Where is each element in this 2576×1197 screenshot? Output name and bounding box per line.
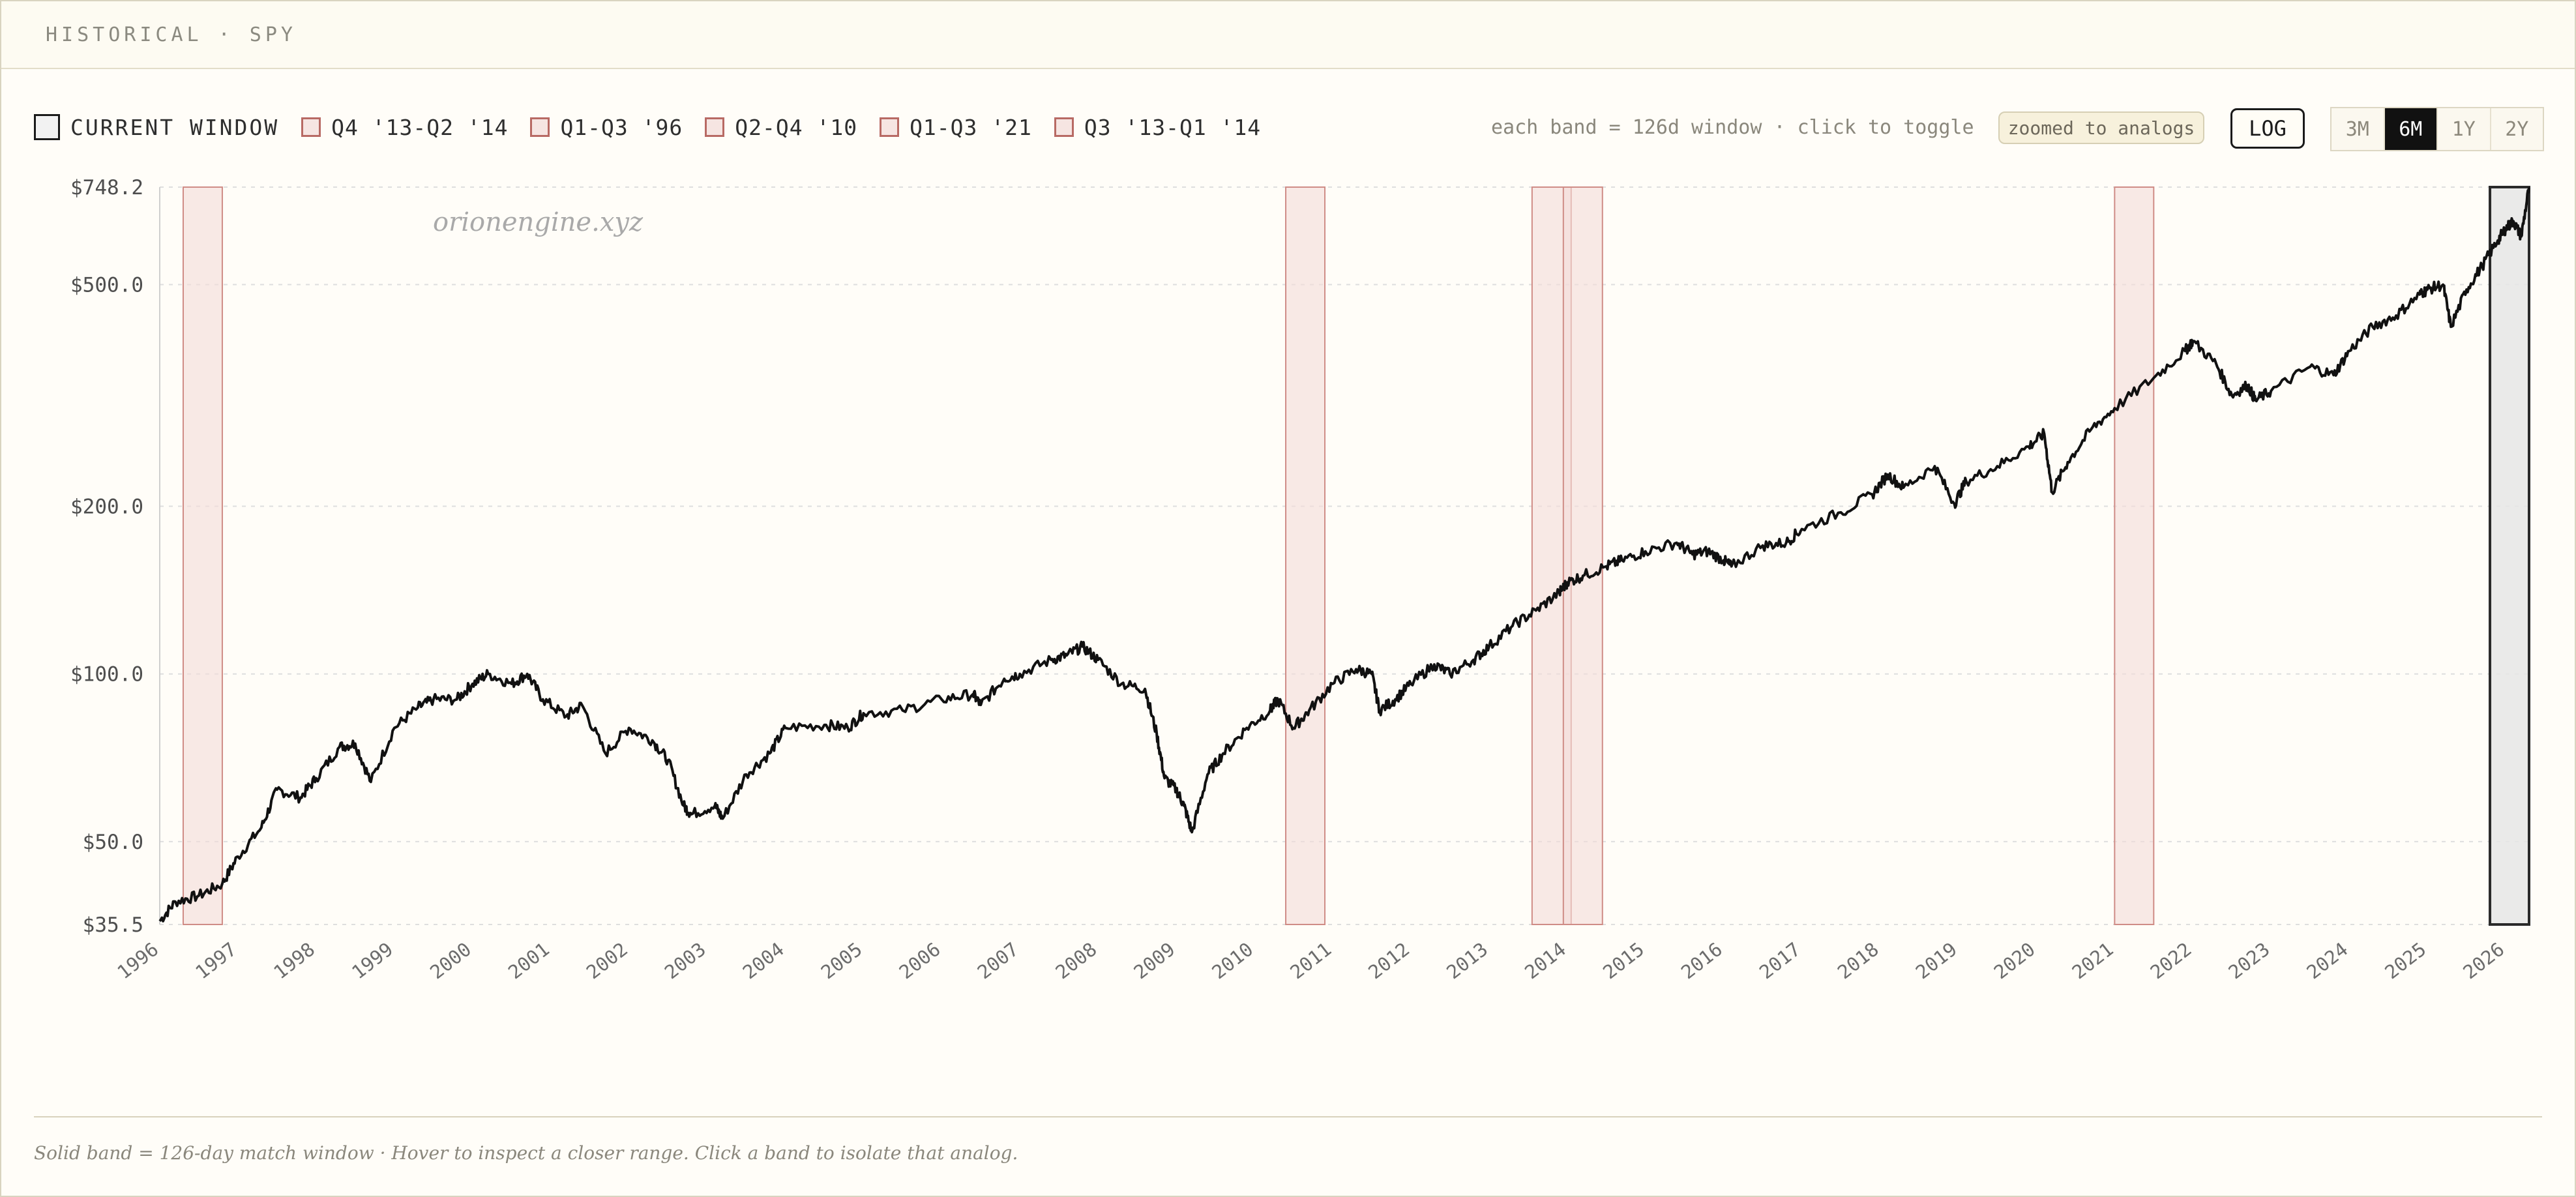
panel-title: HISTORICAL · SPY <box>46 23 297 46</box>
band-swatch-icon <box>301 117 321 137</box>
x-tick-label: 2023 <box>2225 938 2274 984</box>
log-scale-toggle-button[interactable]: LOG <box>2230 108 2305 149</box>
x-tick-label: 2003 <box>660 938 710 984</box>
legend-label: CURRENT WINDOW <box>70 114 280 140</box>
legend: CURRENT WINDOW Q4 '13-Q2 '14 Q1-Q3 '96 Q… <box>34 111 1283 143</box>
range-selector: 3M 6M 1Y 2Y <box>2330 107 2544 151</box>
legend-item-q1-q3-21[interactable]: Q1-Q3 '21 <box>880 115 1032 140</box>
x-tick-label: 2019 <box>1912 938 1961 984</box>
legend-label: Q3 '13-Q1 '14 <box>1084 114 1262 140</box>
band-swatch-icon <box>530 117 550 137</box>
analog-band[interactable] <box>1562 186 1603 925</box>
x-tick-label: 2009 <box>1129 938 1179 984</box>
x-tick-label: 1999 <box>348 938 397 984</box>
x-tick-label: 2016 <box>1677 938 1726 984</box>
price-line <box>158 186 2530 923</box>
analog-bands <box>182 186 2530 926</box>
band-swatch-icon <box>880 117 900 137</box>
y-axis-ticks: $748.2 $500.0 $200.0 $100.0 $50.0 $35.5 <box>70 176 143 937</box>
range-button-2y[interactable]: 2Y <box>2505 117 2529 141</box>
band-swatch-icon <box>705 117 725 137</box>
legend-item-q3-13-q1-14[interactable]: Q3 '13-Q1 '14 <box>1054 115 1261 140</box>
legend-label: Q1-Q3 '21 <box>910 114 1032 140</box>
y-tick-label: $50.0 <box>83 831 143 854</box>
footer-note: Solid band = 126-day match window · Hove… <box>34 1142 1018 1164</box>
current-window-swatch-icon <box>34 114 60 140</box>
footer-divider <box>34 1116 2542 1117</box>
x-axis-ticks: 1996 1997 1998 1999 2000 2001 2002 2003 2004 2005… <box>113 938 2508 984</box>
x-tick-label: 1996 <box>113 938 162 984</box>
y-tick-label: $100.0 <box>70 663 143 687</box>
x-tick-label: 2024 <box>2302 938 2352 984</box>
legend-label: Q4 '13-Q2 '14 <box>331 114 509 140</box>
x-tick-label: 2012 <box>1364 938 1414 984</box>
x-tick-label: 2020 <box>1990 938 2039 984</box>
panel-header: HISTORICAL · SPY <box>1 1 2575 69</box>
x-tick-label: 2002 <box>582 938 632 984</box>
x-tick-label: 2018 <box>1833 938 1883 984</box>
y-tick-label: $748.2 <box>70 176 143 200</box>
legend-item-q1-q3-96[interactable]: Q1-Q3 '96 <box>530 115 683 140</box>
x-tick-label: 2006 <box>895 938 945 984</box>
x-tick-label: 2021 <box>2068 938 2118 984</box>
band-hint-text: each band = 126d window · click to toggl… <box>1491 116 1974 139</box>
x-tick-label: 2008 <box>1052 938 1101 984</box>
grid-lines <box>160 186 2529 925</box>
x-tick-label: 2011 <box>1286 938 1335 984</box>
legend-label: Q2-Q4 '10 <box>735 114 858 140</box>
price-chart: $748.2$500.0$200.0$100.0$50.0$35.5 1996 1… <box>70 176 2530 984</box>
y-tick-label: $35.5 <box>83 913 143 937</box>
y-tick-label: $200.0 <box>70 495 143 519</box>
range-button-6m[interactable]: 6M <box>2384 108 2438 150</box>
zoom-status-badge: zoomed to analogs <box>1998 111 2204 144</box>
x-tick-label: 1997 <box>191 938 241 984</box>
y-tick-label: $500.0 <box>70 274 143 297</box>
legend-item-q4-13-q2-14[interactable]: Q4 '13-Q2 '14 <box>301 115 508 140</box>
x-tick-label: 2026 <box>2459 938 2508 984</box>
analog-band[interactable] <box>2114 186 2155 925</box>
x-tick-label: 2022 <box>2146 938 2196 984</box>
x-tick-label: 2001 <box>504 938 554 984</box>
current-window-band[interactable] <box>2489 186 2530 926</box>
analog-band[interactable] <box>1285 186 1326 925</box>
x-tick-label: 2025 <box>2380 938 2430 984</box>
x-tick-label: 2013 <box>1442 938 1492 984</box>
range-button-3m[interactable]: 3M <box>2332 108 2385 150</box>
x-tick-label: 2014 <box>1520 938 1570 984</box>
x-tick-label: 2007 <box>973 938 1023 984</box>
x-tick-label: 2004 <box>739 938 788 984</box>
legend-item-current-window[interactable]: CURRENT WINDOW <box>34 114 279 140</box>
band-swatch-icon <box>1054 117 1074 137</box>
x-tick-label: 2000 <box>426 938 475 984</box>
legend-label: Q1-Q3 '96 <box>560 114 683 140</box>
range-button-1y[interactable]: 1Y <box>2438 108 2491 150</box>
analog-band[interactable] <box>182 186 223 925</box>
x-tick-label: 2010 <box>1207 938 1257 984</box>
x-tick-label: 1998 <box>269 938 319 984</box>
watermark: orionengine.xyz <box>433 207 644 237</box>
legend-item-q2-q4-10[interactable]: Q2-Q4 '10 <box>705 115 857 140</box>
x-tick-label: 2017 <box>1755 938 1805 984</box>
x-tick-label: 2015 <box>1599 938 1648 984</box>
x-tick-label: 2005 <box>817 938 866 984</box>
